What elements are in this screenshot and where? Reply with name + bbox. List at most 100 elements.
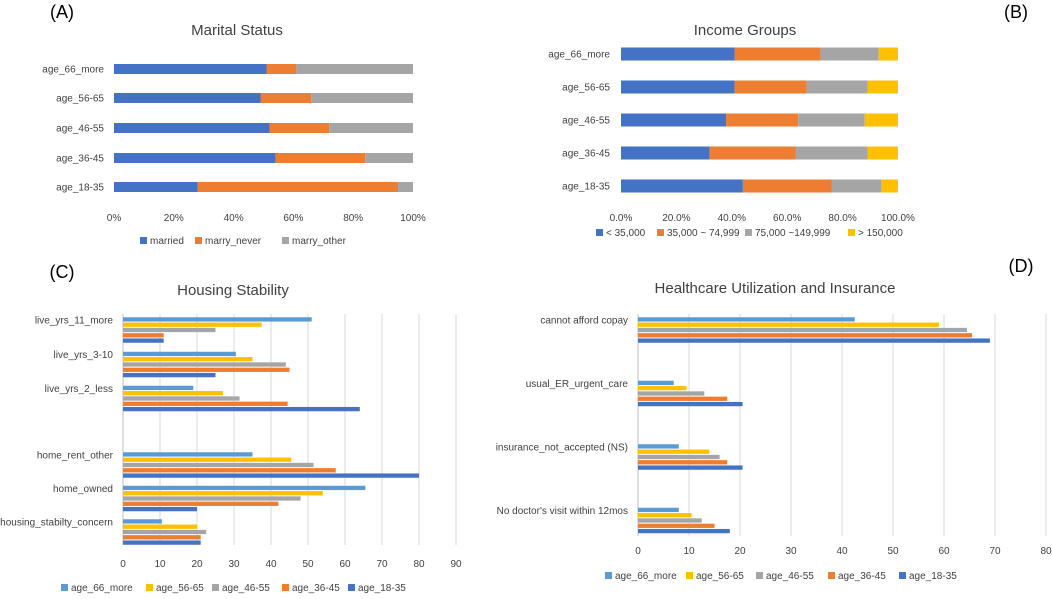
x-tick-label: 20% — [164, 213, 184, 224]
bar-age-18-35-housing-stabilty-concern — [123, 540, 201, 545]
bar-age-56-65-live-yrs-11-more — [123, 322, 262, 327]
bar-age-18-35-insurance-not-accepted-ns — [638, 465, 743, 470]
bar-married-age-66-more — [114, 64, 267, 74]
category-label: age_36-45 — [562, 149, 610, 160]
category-label: age_46-55 — [562, 116, 610, 127]
bar-age-36-45-housing-stabilty-concern — [123, 535, 201, 540]
category-label: insurance_not_accepted (NS) — [496, 442, 628, 453]
x-tick-label: 40 — [265, 559, 277, 570]
category-label: home_rent_other — [37, 450, 114, 461]
bar-age-56-65-cannot-afford-copay — [638, 322, 939, 327]
x-tick-label: 0% — [107, 213, 122, 224]
legend-label-age-18-35: age_18-35 — [358, 583, 406, 594]
bar-35-000-74-999-age-56-65 — [734, 80, 807, 94]
legend-label-married: married — [150, 236, 184, 247]
bar-age-46-55-insurance-not-accepted-ns — [638, 454, 720, 460]
legend-swatch-age-18-35 — [899, 572, 906, 579]
bar-marry-other-age-46-55 — [329, 123, 413, 133]
legend-label-age-36-45: age_36-45 — [292, 583, 340, 594]
category-label: live_yrs_3-10 — [54, 350, 114, 361]
bar-150-000-age-66-more — [878, 47, 898, 61]
legend-label-age-46-55: age_46-55 — [766, 571, 814, 582]
legend-label-marry-never: marry_never — [205, 236, 262, 247]
x-tick-label: 70 — [376, 559, 388, 570]
bar-35-000-age-66-more — [621, 47, 735, 61]
category-label: age_66_more — [548, 50, 610, 61]
legend-swatch-age-46-55 — [212, 584, 219, 591]
bar-marry-never-age-46-55 — [269, 123, 330, 133]
x-tick-label: 50 — [887, 546, 899, 557]
category-label: age_66_more — [42, 65, 104, 76]
legend-label-35-000-74-999: 35,000 ~ 74,999 — [667, 228, 740, 239]
legend-swatch-age-56-65 — [686, 572, 693, 579]
legend-swatch-marry-other — [282, 237, 289, 244]
bar-age-56-65-insurance-not-accepted-ns — [638, 449, 710, 454]
bar-age-46-55-usual-er-urgent-care — [638, 391, 705, 396]
bar-age-56-65-housing-stabilty-concern — [123, 524, 197, 529]
legend-swatch-age-56-65 — [146, 584, 153, 591]
x-tick-label: 60% — [283, 213, 303, 224]
bar-age-36-45-live-yrs-2-less — [123, 401, 288, 406]
bar-age-66-more-no-doctor-s-visit-within-12mos — [638, 507, 679, 513]
bar-75-000-149-999-age-56-65 — [806, 80, 868, 94]
x-tick-label: 100% — [400, 213, 426, 224]
bar-marry-other-age-66-more — [296, 64, 413, 74]
bar-age-66-more-home-rent-other — [123, 452, 253, 457]
bar-age-56-65-home-rent-other — [123, 457, 292, 462]
bar-age-18-35-usual-er-urgent-care — [638, 401, 743, 407]
bar-marry-never-age-36-45 — [275, 153, 366, 163]
bar-150-000-age-18-35 — [881, 179, 898, 193]
bar-married-age-56-65 — [114, 93, 261, 103]
bar-age-46-55-home-rent-other — [123, 462, 314, 468]
x-tick-label: 60 — [938, 546, 950, 557]
category-label: housing_stabilty_concern — [0, 517, 113, 528]
category-label: age_56-65 — [56, 94, 104, 105]
bar-age-56-65-no-doctor-s-visit-within-12mos — [638, 513, 692, 518]
bar-age-18-35-cannot-afford-copay — [638, 338, 990, 343]
legend-swatch-age-18-35 — [348, 584, 355, 591]
bar-age-66-more-cannot-afford-copay — [638, 317, 855, 322]
category-label: age_56-65 — [562, 83, 610, 94]
category-label: usual_ER_urgent_care — [526, 379, 629, 390]
x-tick-label: 30 — [785, 546, 797, 557]
bar-75-000-149-999-age-18-35 — [831, 179, 882, 193]
legend-swatch-35-000 — [596, 229, 603, 236]
chart-title: Housing Stability — [177, 282, 289, 299]
category-label: live_yrs_11_more — [35, 315, 114, 326]
x-tick-label: 50 — [302, 559, 314, 570]
x-tick-label: 20 — [191, 559, 203, 570]
category-label: No doctor's visit within 12mos — [497, 506, 628, 517]
bar-age-36-45-cannot-afford-copay — [638, 333, 973, 338]
bar-age-66-more-live-yrs-2-less — [123, 385, 194, 391]
x-tick-label: 80.0% — [828, 213, 856, 224]
chart-title: Healthcare Utilization and Insurance — [655, 280, 896, 297]
panel-label: (B) — [1004, 2, 1028, 22]
category-label: age_18-35 — [562, 182, 610, 193]
legend-swatch-age-36-45 — [282, 584, 289, 591]
legend-label-150-000: > 150,000 — [858, 228, 903, 239]
bar-marry-other-age-18-35 — [398, 182, 413, 192]
bar-marry-never-age-56-65 — [260, 93, 312, 103]
bar-35-000-age-56-65 — [621, 80, 735, 94]
bar-150-000-age-56-65 — [867, 80, 898, 94]
chart-panel-1: (A) Marital Status 0% 20% 40% 60% 80% 100% age_6… — [42, 2, 426, 247]
bar-marry-other-age-56-65 — [311, 93, 413, 103]
legend-swatch-age-46-55 — [756, 572, 763, 579]
chart-title: Income Groups — [694, 22, 797, 39]
x-tick-label: 70 — [989, 546, 1001, 557]
bar-150-000-age-36-45 — [867, 146, 898, 160]
bar-age-18-35-home-owned — [123, 506, 197, 512]
x-tick-label: 90 — [450, 559, 462, 570]
bar-age-18-35-live-yrs-11-more — [123, 338, 164, 343]
bar-age-36-45-home-owned — [123, 501, 279, 506]
legend-swatch-age-66-more — [61, 584, 68, 591]
x-tick-label: 10 — [683, 546, 695, 557]
category-label: cannot afford copay — [540, 315, 628, 326]
legend-swatch-75-000-149-999 — [745, 229, 752, 236]
legend-label-age-56-65: age_56-65 — [156, 583, 204, 594]
bar-age-66-more-home-owned — [123, 485, 366, 491]
chart-title: Marital Status — [191, 22, 283, 39]
bar-age-46-55-live-yrs-11-more — [123, 327, 216, 333]
chart-panel-2: (B) Income Groups 0.0% 20.0% 40.0% 60.0% 80.0%… — [548, 2, 1028, 239]
